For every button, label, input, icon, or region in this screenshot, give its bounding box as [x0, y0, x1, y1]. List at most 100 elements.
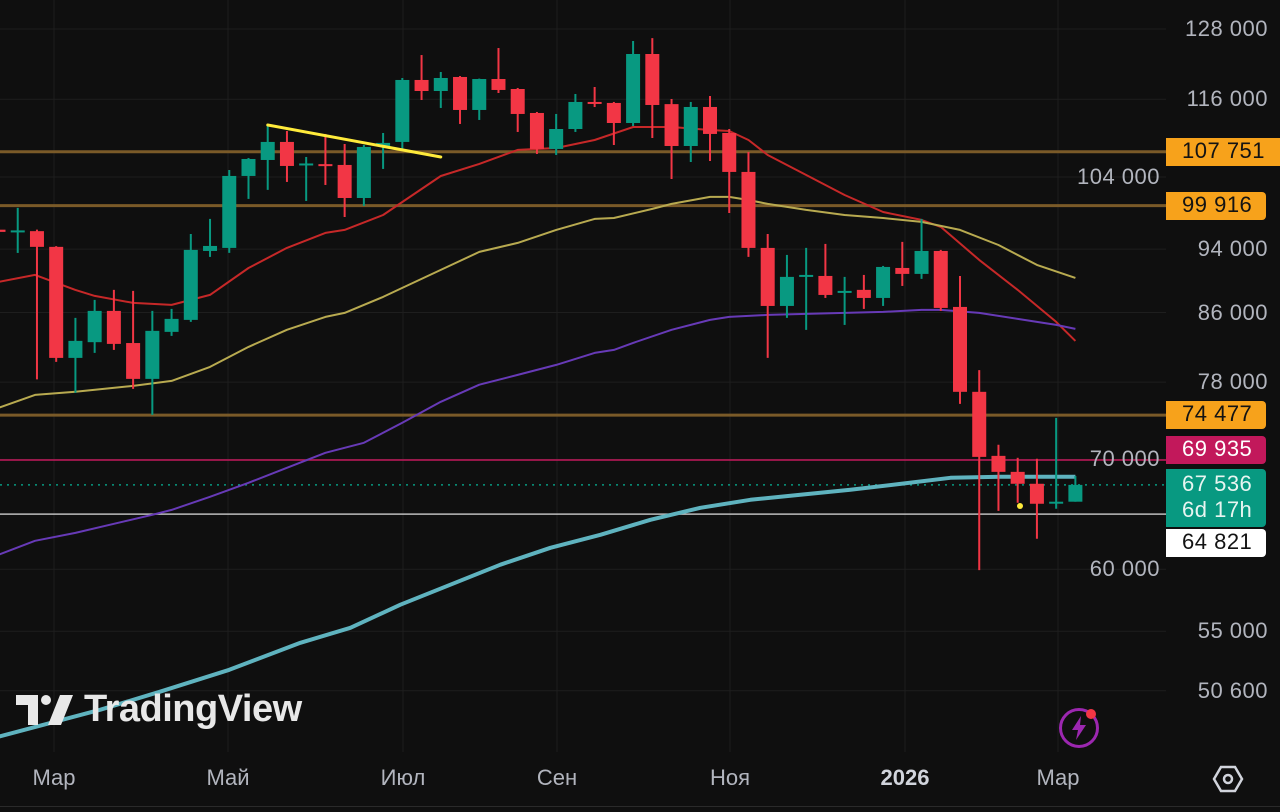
- alert-price-label: 69 935: [1166, 435, 1266, 464]
- candle: [183, 233, 198, 322]
- candle: [29, 229, 44, 380]
- candle: [472, 78, 487, 120]
- candle: [145, 310, 160, 415]
- candle-body: [241, 158, 256, 176]
- candle: [49, 246, 64, 362]
- candle: [837, 276, 852, 325]
- candle: [568, 93, 583, 132]
- candle-body: [318, 164, 333, 167]
- candle: [645, 38, 660, 138]
- current-price-value: 67 536: [1182, 470, 1253, 496]
- candle: [818, 243, 833, 298]
- time-label: Мар: [32, 765, 76, 790]
- time-label: Июл: [380, 765, 426, 790]
- candle-body: [722, 132, 737, 172]
- candle: [722, 128, 737, 213]
- candle-body: [29, 231, 44, 247]
- bottom-divider: [0, 806, 1280, 807]
- candle-body: [433, 77, 448, 91]
- candle-body: [1029, 483, 1044, 504]
- candle: [318, 133, 333, 185]
- candle: [626, 41, 641, 126]
- candle-body: [549, 128, 564, 149]
- candle-body: [222, 175, 237, 248]
- candle: [953, 275, 967, 404]
- candle-body: [87, 310, 102, 343]
- candle-body: [953, 306, 967, 392]
- candle-body: [1068, 484, 1083, 502]
- candle: [760, 233, 775, 358]
- candle: [337, 143, 352, 217]
- candle-body: [145, 330, 160, 379]
- current-price-label: 67 536 6d 17h: [1166, 468, 1266, 527]
- watermark-text: TradingView: [84, 688, 302, 730]
- candle: [549, 113, 564, 155]
- candle-body: [856, 289, 871, 298]
- candle: [914, 218, 929, 279]
- candle-body: [933, 250, 948, 308]
- price-tick-label: 50 600: [1197, 677, 1268, 703]
- lightning-icon[interactable]: [1059, 708, 1099, 748]
- price-tick-label: 70 000: [1089, 446, 1160, 472]
- candle-body: [626, 53, 641, 123]
- time-label: Сен: [536, 765, 578, 790]
- price-tick-label: 94 000: [1197, 236, 1268, 262]
- candle: [491, 48, 506, 94]
- candle: [376, 132, 391, 169]
- candle: [241, 157, 256, 199]
- candle-body: [587, 101, 602, 104]
- candle: [606, 101, 621, 146]
- candle-body: [106, 310, 121, 344]
- candle-body: [356, 146, 371, 198]
- settings-icon[interactable]: [1212, 764, 1244, 794]
- bar-countdown: 6d 17h: [1182, 496, 1253, 522]
- candle-body: [49, 246, 64, 358]
- price-tick-label: 60 000: [1089, 556, 1160, 582]
- candle-body: [395, 79, 410, 142]
- time-label-year: 2026: [880, 765, 930, 790]
- level-price-label: 107 751: [1166, 137, 1280, 166]
- tradingview-watermark[interactable]: TradingView: [16, 688, 302, 731]
- candle: [1049, 417, 1064, 509]
- candle: [587, 86, 602, 108]
- candle: [414, 55, 429, 100]
- candle-body: [68, 340, 83, 358]
- ma-yellow-line: [0, 195, 1076, 409]
- candle-body: [472, 79, 487, 110]
- candle: [10, 207, 25, 253]
- price-tick-label: 86 000: [1197, 299, 1268, 325]
- candle: [356, 145, 371, 206]
- candle-body: [414, 79, 429, 91]
- candle-body: [972, 391, 987, 457]
- candle-body: [203, 245, 218, 251]
- candle: [0, 229, 6, 232]
- candle-body: [895, 267, 910, 274]
- time-label: Май: [206, 765, 250, 790]
- candle: [972, 370, 987, 571]
- candle: [453, 76, 468, 124]
- candle-body: [1010, 471, 1025, 484]
- candle: [1068, 476, 1083, 502]
- price-tick-label: 116 000: [1186, 86, 1268, 112]
- candle: [87, 299, 102, 353]
- candle-body: [299, 163, 314, 166]
- candle: [895, 241, 910, 286]
- ma-red-line: [0, 126, 1077, 342]
- price-tick-label: 78 000: [1197, 369, 1268, 395]
- candle: [779, 254, 794, 318]
- candle: [279, 130, 294, 182]
- tradingview-logo-icon: [16, 694, 73, 725]
- candle-body: [164, 318, 179, 332]
- candle-body: [510, 88, 525, 114]
- candle-body: [1049, 501, 1064, 504]
- candle: [510, 87, 525, 132]
- candle: [68, 317, 83, 393]
- candle-body: [741, 171, 756, 248]
- candle: [1010, 457, 1025, 503]
- candle-body: [376, 142, 391, 146]
- candle-body: [645, 53, 660, 105]
- price-chart[interactable]: [0, 0, 1166, 752]
- candle-body: [529, 112, 544, 149]
- candle-body: [10, 230, 25, 233]
- notification-dot: [1086, 709, 1096, 719]
